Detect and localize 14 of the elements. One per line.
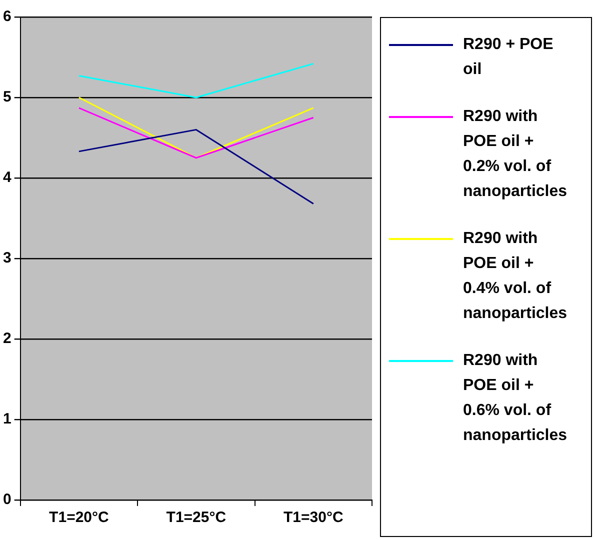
- legend-label: R290 with POE oil + 0.4% vol. of nanoparticles: [463, 229, 568, 324]
- y-tick-label: 2: [3, 330, 12, 348]
- y-tick-label: 0: [3, 491, 12, 508]
- x-tick-label: T1=20°C: [49, 509, 110, 526]
- legend-label: R290 + POE oil: [463, 35, 554, 80]
- y-tick-label: 1: [3, 410, 12, 428]
- legend-label: R290 with POE oil + 0.6% vol. of nanoparticles: [463, 351, 568, 446]
- y-tick-label: 5: [3, 88, 12, 106]
- x-tick-label: T1=25°C: [166, 509, 226, 526]
- x-tick-label: T1=30°C: [284, 509, 344, 526]
- y-tick-label: 6: [3, 8, 12, 26]
- y-tick-label: 3: [3, 250, 12, 267]
- y-tick-label: 4: [3, 169, 12, 186]
- legend-label: R290 with POE oil + 0.2% vol. of nanoparticles: [463, 107, 568, 202]
